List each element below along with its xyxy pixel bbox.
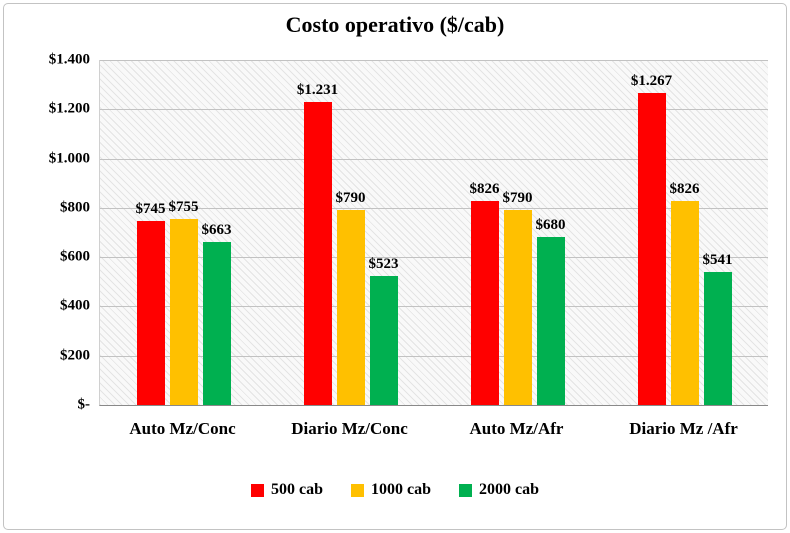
bar-wrapper: $1.267 [631,60,672,405]
legend-label: 1000 cab [371,481,431,498]
chart-title: Costo operativo ($/cab) [285,12,505,37]
bar-2000-cab [703,271,732,405]
gridline [100,257,768,259]
bar-wrapper: $541 [702,60,733,405]
data-label: $826 [469,181,500,198]
data-label: $826 [669,181,700,198]
legend-label: 500 cab [271,481,323,498]
category-label: Auto Mz/Afr [469,419,564,438]
bar-wrapper: $680 [535,60,566,405]
bar-wrapper: $523 [368,60,399,405]
y-axis: $- $200 $400 $600 $800 $1.000 $1.200 $1.400 [10,52,90,413]
data-label: $1.267 [630,72,673,89]
data-label: $523 [368,256,399,273]
category-label: Auto Mz/Conc [129,419,236,438]
gridline [100,306,768,308]
y-tick-label: $1.400 [48,51,90,68]
gridline [100,207,768,209]
data-label: $790 [335,190,366,207]
legend-swatch [251,483,264,497]
bar-wrapper: $663 [201,60,232,405]
y-tick-label: $600 [60,248,90,265]
plot-area: $745 $755 $663 $1.231 $790 $523 $826 $790 $680 $1… [99,60,768,406]
bar-2000-cab [536,237,565,405]
y-tick-label: $- [77,396,91,413]
bar-wrapper: $745 [135,60,166,405]
bar-groups: $745 $755 $663 $1.231 $790 $523 $826 $790 $680 $1… [100,60,768,405]
bar-group: $826 $790 $680 [434,60,601,405]
legend-item: 500 cab [251,481,323,499]
bar-500-cab [470,201,499,405]
x-axis-labels: Auto Mz/Conc Diario Mz/Conc Auto Mz/Afr Dia… [99,419,767,439]
bar-500-cab [136,221,165,405]
y-tick-label: $400 [60,297,90,314]
bar-1000-cab [670,201,699,405]
legend-item: 2000 cab [459,481,539,499]
y-tick-label: $200 [60,347,90,364]
legend-swatch [459,483,472,497]
bar-1000-cab [336,210,365,405]
legend: 500 cab 1000 cab 2000 cab [4,481,786,499]
data-label: $541 [702,251,733,268]
gridline [100,60,768,61]
y-tick-label: $1.000 [48,150,90,167]
data-label: $663 [201,221,232,238]
bar-2000-cab [202,241,231,405]
gridline [100,109,768,111]
data-label: $745 [135,201,166,218]
data-label: $1.231 [296,81,339,98]
bar-group: $1.267 $826 $541 [601,60,768,405]
bar-500-cab [303,101,332,405]
bar-1000-cab [503,210,532,405]
category-label: Diario Mz /Afr [629,419,738,438]
gridline [100,158,768,160]
bar-group: $1.231 $790 $523 [267,60,434,405]
chart: Costo operativo ($/cab) $- $200 $400 $600 $8… [3,3,787,530]
y-tick-label: $1.200 [48,100,90,117]
bar-1000-cab [169,218,198,405]
category-label: Diario Mz/Conc [291,419,408,438]
bar-wrapper: $1.231 [297,60,338,405]
bar-wrapper: $790 [335,60,366,405]
bar-wrapper: $826 [669,60,700,405]
bar-wrapper: $755 [168,60,199,405]
gridline [100,355,768,357]
legend-label: 2000 cab [479,481,539,498]
legend-item: 1000 cab [351,481,431,499]
data-label: $755 [168,198,199,215]
data-label: $680 [535,217,566,234]
bar-2000-cab [369,276,398,405]
bar-wrapper: $826 [469,60,500,405]
bar-wrapper: $790 [502,60,533,405]
legend-swatch [351,483,364,497]
bar-group: $745 $755 $663 [100,60,267,405]
y-tick-label: $800 [60,199,90,216]
data-label: $790 [502,190,533,207]
bar-500-cab [637,92,666,405]
